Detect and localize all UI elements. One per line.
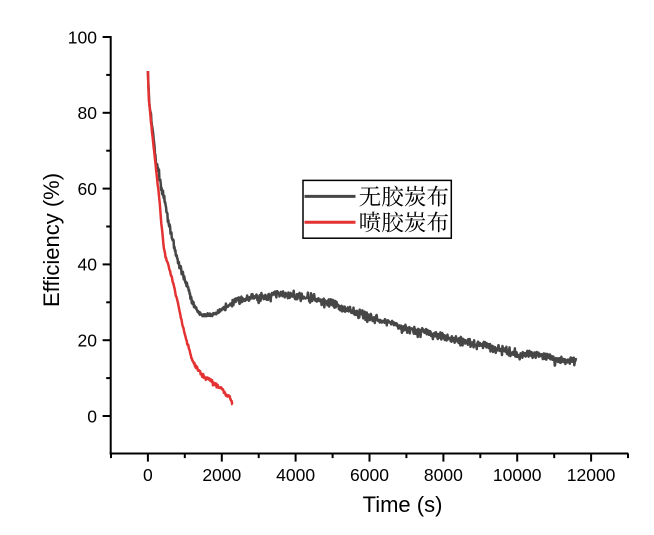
svg-text:12000: 12000 [567, 465, 616, 485]
svg-text:6000: 6000 [350, 465, 389, 485]
svg-text:10000: 10000 [493, 465, 542, 485]
svg-text:2000: 2000 [202, 465, 241, 485]
svg-text:Time (s): Time (s) [363, 492, 443, 517]
svg-text:Efficiency (%): Efficiency (%) [39, 173, 64, 307]
svg-text:100: 100 [68, 27, 97, 47]
svg-text:40: 40 [78, 255, 98, 275]
svg-text:4000: 4000 [276, 465, 315, 485]
svg-text:60: 60 [78, 179, 98, 199]
svg-text:20: 20 [78, 331, 98, 351]
svg-text:0: 0 [143, 465, 153, 485]
svg-text:8000: 8000 [424, 465, 463, 485]
svg-text:80: 80 [78, 103, 98, 123]
svg-text:0: 0 [87, 406, 97, 426]
